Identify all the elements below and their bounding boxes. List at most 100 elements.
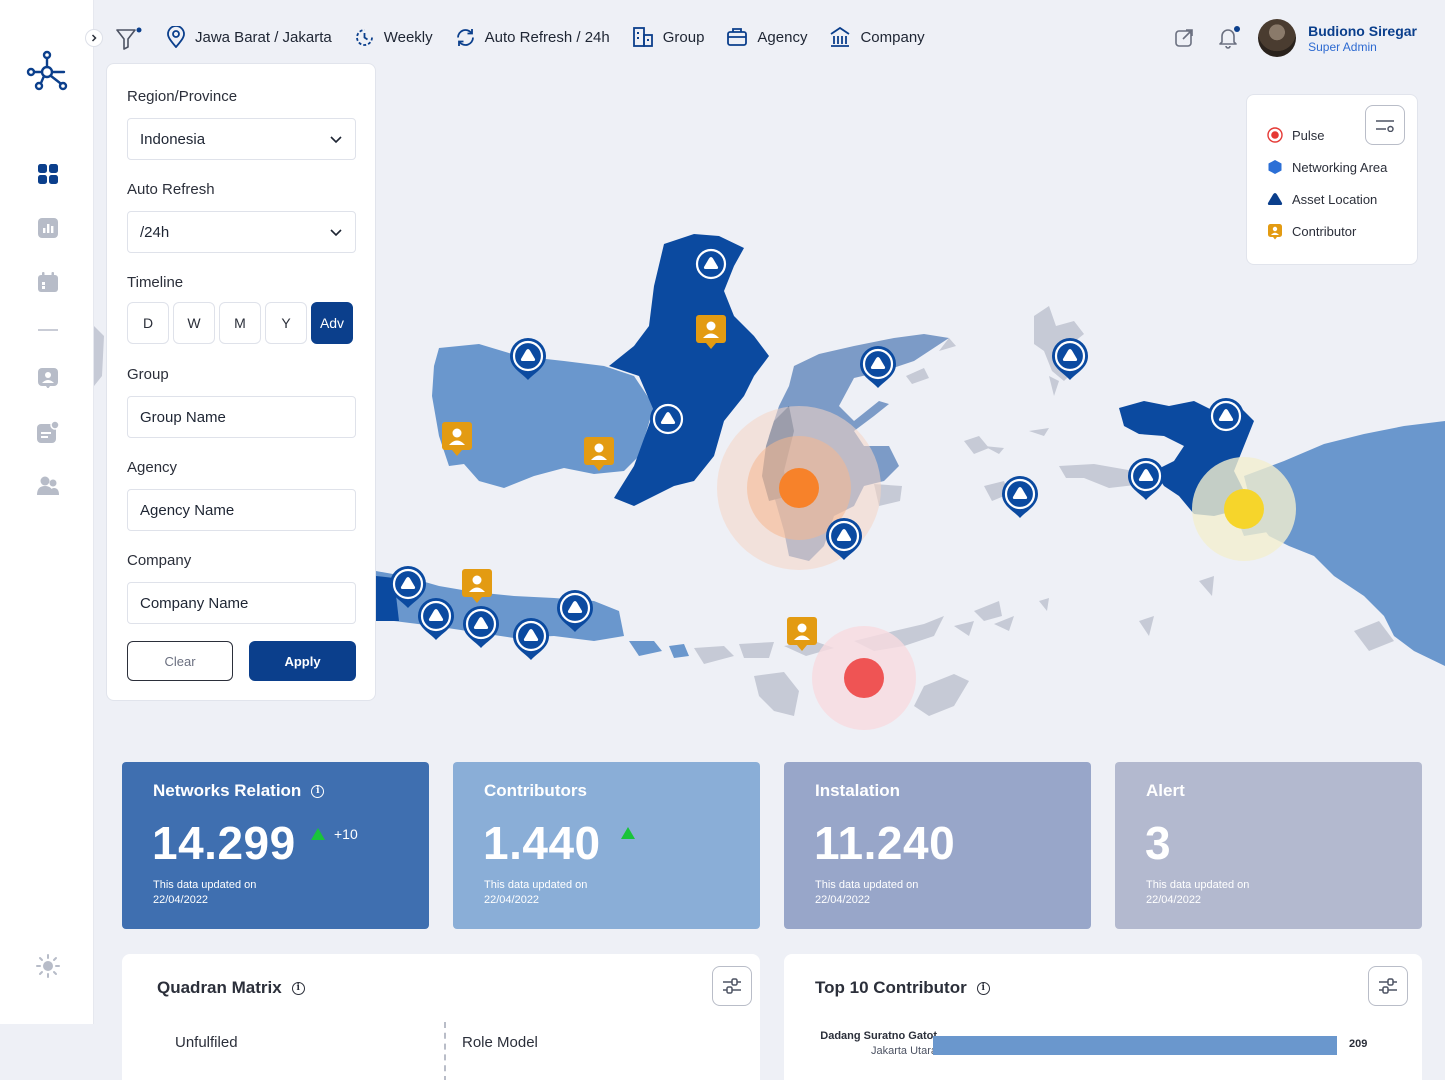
timeline-advanced-button[interactable]: Adv [311,302,353,344]
location-label: Jawa Barat / Jakarta [195,28,332,46]
card-contributors[interactable]: Contributors 1.440 This data updated on 2… [453,762,760,929]
asset-location-pin[interactable] [1208,398,1244,440]
top-contributor-title: Top 10 Contributor [815,978,967,997]
card-title: Contributors [484,781,587,800]
info-icon[interactable]: i [311,784,325,798]
quadrant-settings-button[interactable] [712,966,752,1006]
contributor-bar [933,1036,1337,1055]
timeline-year-button[interactable]: Y [265,302,307,344]
report-chart-icon[interactable] [36,216,60,240]
legend-item-pulse: Pulse [1267,127,1325,143]
company-selector[interactable]: Company [829,26,925,48]
agency-name-input[interactable]: Agency Name [127,489,356,531]
top-contributor-title-row: Top 10 Contributor i [815,978,990,998]
card-networks-relation[interactable]: Networks Relation i 14.299 +10 This data … [122,762,429,929]
document-badge-icon[interactable] [36,420,60,444]
avatar[interactable] [1258,19,1297,57]
quadrant-divider [444,1022,446,1080]
asset-location-pin[interactable] [1128,458,1164,500]
agency-label: Agency [757,28,808,46]
legend-label: Asset Location [1292,191,1378,207]
card-alert[interactable]: Alert 3 This data updated on 22/04/2022 [1115,762,1422,929]
asset-location-pin[interactable] [860,346,896,388]
location-selector[interactable]: Jawa Barat / Jakarta [166,26,332,48]
group-field-label: Group [127,366,169,383]
card-value: 14.299 [152,817,296,869]
refresh-select[interactable]: /24h [127,211,356,253]
timeline-day-button[interactable]: D [127,302,169,344]
dashboard-icon[interactable] [36,162,60,186]
top-contributor-settings-button[interactable] [1368,966,1408,1006]
legend-label: Networking Area [1292,159,1388,175]
asset-location-pin[interactable] [557,590,593,632]
map-island-sumatra [94,326,104,386]
bell-icon [1219,29,1237,49]
auto-refresh-selector[interactable]: Auto Refresh / 24h [455,27,610,48]
group-name-input[interactable]: Group Name [127,396,356,438]
contact-card-icon[interactable] [36,366,60,390]
chevron-down-icon [330,229,342,237]
asset-location-pin[interactable] [463,606,499,648]
asset-location-pin[interactable] [1002,476,1038,518]
card-instalation[interactable]: Instalation 11.240 This data updated on 2… [784,762,1091,929]
group-building-icon [632,27,653,47]
notification-button[interactable] [1214,24,1242,52]
contributor-marker[interactable] [584,437,614,471]
card-title-row: Contributors [484,781,587,801]
rail-collapse-toggle[interactable] [85,29,103,47]
card-updated-label: This data updated on [484,879,588,891]
timeline-week-button[interactable]: W [173,302,215,344]
asset-location-pin[interactable] [513,618,549,660]
contributor-marker[interactable] [442,422,472,456]
pulse-nusa-core [844,658,884,698]
agency-field-label: Agency [127,459,178,476]
filter-icon[interactable] [116,27,142,51]
group-name-placeholder: Group Name [140,408,226,426]
clear-button[interactable]: Clear [127,641,233,681]
trend-up-icon [311,828,325,840]
asset-location-pin[interactable] [1052,338,1088,380]
asset-location-pin[interactable] [693,246,729,288]
asset-location-pin[interactable] [826,518,862,560]
agency-selector[interactable]: Agency [726,27,807,47]
chevron-down-icon [330,136,342,144]
card-trend [620,826,636,840]
timeline-month-button[interactable]: M [219,302,261,344]
company-name-placeholder: Company Name [140,594,249,612]
indonesia-map[interactable] [94,76,1445,756]
period-selector[interactable]: Weekly [354,27,433,48]
user-role: Super Admin [1308,39,1377,54]
user-menu[interactable]: Budiono Siregar Super Admin [1308,23,1417,54]
contributor-marker[interactable] [696,315,726,349]
trend-up-icon [621,827,635,839]
contributor-marker[interactable] [787,617,817,651]
info-icon[interactable]: i [291,981,305,995]
sliders-icon [723,978,741,994]
info-icon[interactable]: i [976,981,990,995]
card-value: 3 [1145,817,1172,869]
asset-location-pin[interactable] [390,566,426,608]
region-select[interactable]: Indonesia [127,118,356,160]
share-button[interactable] [1170,24,1198,52]
quadrant-matrix-panel: Quadran Matrix i Unfulfiled Role Model [122,954,760,1080]
external-link-icon [1175,29,1193,47]
light-mode-sun-icon[interactable] [36,954,60,978]
top-contributor-panel: Top 10 Contributor i Dadang Suratno Gatot… [784,954,1422,1080]
users-group-icon[interactable] [36,474,60,498]
user-name: Budiono Siregar [1308,22,1417,39]
quadrant-top-right-label: Role Model [462,1034,538,1051]
contributor-marker[interactable] [462,569,492,603]
asset-location-pin[interactable] [418,598,454,640]
contributor-bar-row[interactable]: Dadang Suratno Gatot Jakarta Utara 209 [784,1030,1422,1060]
apply-button[interactable]: Apply [249,641,356,681]
group-selector[interactable]: Group [632,26,704,48]
legend-toggle-button[interactable] [1365,105,1405,145]
company-field-label: Company [127,552,192,569]
pulse-sulawesi-core [779,468,819,508]
calendar-icon[interactable] [36,270,60,294]
network-logo-icon[interactable] [26,50,68,92]
asset-location-pin[interactable] [510,338,546,380]
contributor-location: Jakarta Utara [870,1045,937,1057]
asset-location-pin[interactable] [650,401,686,443]
company-name-input[interactable]: Company Name [127,582,356,624]
